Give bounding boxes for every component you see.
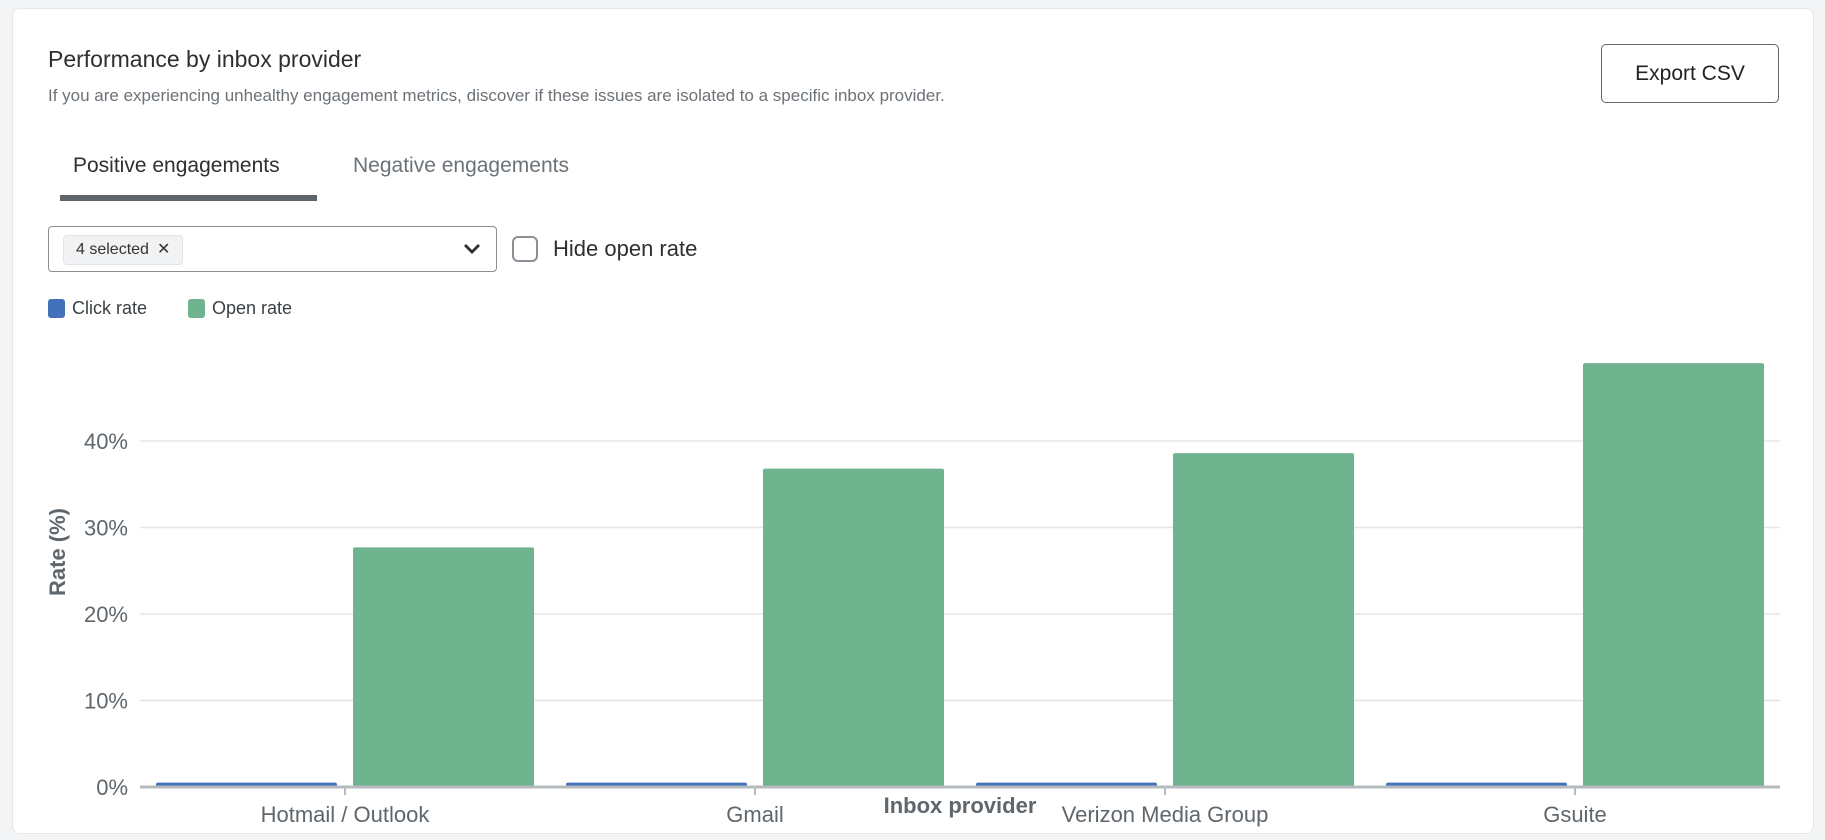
bar-open-rate — [763, 468, 944, 787]
legend-item-open-rate: Open rate — [188, 298, 292, 319]
page-subtitle: If you are experiencing unhealthy engage… — [48, 86, 945, 105]
tab-positive-engagements[interactable]: Positive engagements — [73, 154, 280, 177]
x-tick-label: Hotmail / Outlook — [261, 802, 431, 827]
x-tick-label: Gmail — [726, 802, 783, 827]
legend-label: Click rate — [72, 298, 148, 318]
y-axis-title: Rate (%) — [45, 508, 70, 596]
x-tick-label: Gsuite — [1543, 802, 1607, 827]
provider-multiselect[interactable]: 4 selected ✕ — [48, 226, 497, 272]
export-csv-button[interactable]: Export CSV — [1601, 44, 1779, 103]
legend-item-click-rate: Click rate — [48, 298, 147, 319]
page-title: Performance by inbox provider — [48, 46, 362, 72]
hide-open-rate-label: Hide open rate — [553, 236, 698, 261]
bar-open-rate — [353, 547, 534, 787]
bar-open-rate — [1583, 363, 1764, 787]
active-tab-indicator — [60, 195, 317, 201]
chip-label: 4 selected — [76, 241, 149, 258]
chevron-down-icon[interactable] — [462, 239, 482, 259]
x-tick-label: Verizon Media Group — [1062, 802, 1269, 827]
close-icon[interactable]: ✕ — [156, 241, 171, 258]
y-tick-label: 30% — [84, 516, 128, 541]
y-tick-label: 40% — [84, 429, 128, 454]
selected-chip: 4 selected ✕ — [63, 235, 184, 265]
y-tick-label: 20% — [84, 602, 128, 627]
legend-swatch-open — [188, 299, 205, 318]
hide-open-rate-checkbox[interactable] — [512, 236, 538, 262]
y-tick-label: 10% — [84, 689, 128, 714]
x-axis-title: Inbox provider — [884, 793, 1037, 818]
legend-swatch-click — [48, 299, 65, 318]
tab-negative-engagements[interactable]: Negative engagements — [353, 154, 569, 177]
legend-label: Open rate — [212, 298, 293, 318]
y-tick-label: 0% — [96, 775, 128, 800]
bar-open-rate — [1173, 453, 1354, 787]
